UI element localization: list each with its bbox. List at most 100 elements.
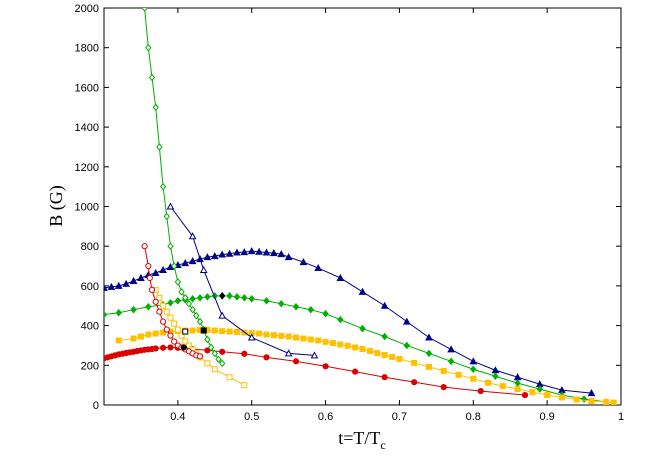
series xyxy=(141,243,204,360)
data-point xyxy=(203,253,212,261)
data-point xyxy=(558,394,565,401)
data-point xyxy=(159,265,167,274)
y-tick-label: 1400 xyxy=(75,122,99,134)
data-point xyxy=(278,332,285,339)
data-point xyxy=(492,372,499,380)
data-point xyxy=(277,250,286,258)
data-point xyxy=(171,262,178,270)
y-tick-label: 1200 xyxy=(75,162,99,174)
data-point xyxy=(174,326,181,333)
data-point xyxy=(359,346,366,353)
data-point xyxy=(256,330,263,337)
y-tick-label: 400 xyxy=(81,321,99,333)
data-point xyxy=(447,345,455,353)
data-point xyxy=(219,292,226,300)
data-point xyxy=(180,344,187,351)
data-point xyxy=(115,308,122,317)
data-point xyxy=(151,268,160,276)
data-point xyxy=(270,332,277,339)
x-tick-label: 1 xyxy=(618,411,624,423)
data-point xyxy=(284,253,293,261)
data-point xyxy=(174,278,182,286)
data-point xyxy=(337,315,344,324)
data-point xyxy=(233,328,240,335)
data-point xyxy=(241,350,248,357)
data-point xyxy=(163,326,170,333)
data-point xyxy=(225,249,234,257)
data-point xyxy=(130,335,137,342)
data-point xyxy=(167,344,174,351)
data-point xyxy=(156,143,163,151)
data-point xyxy=(218,250,227,258)
series-line xyxy=(104,250,592,394)
x-axis-title: t=T/Tc xyxy=(338,428,385,452)
data-point xyxy=(402,317,411,325)
data-point xyxy=(469,357,478,365)
data-point xyxy=(122,279,130,287)
data-point xyxy=(174,297,182,305)
x-tick-label: 0.5 xyxy=(244,411,259,423)
series xyxy=(141,8,226,368)
data-point xyxy=(167,298,174,307)
data-point xyxy=(284,349,293,357)
data-point xyxy=(145,331,152,338)
data-point xyxy=(285,333,292,340)
data-point xyxy=(163,212,170,221)
data-point xyxy=(314,263,323,272)
data-point xyxy=(307,305,314,314)
data-point xyxy=(485,379,492,386)
data-point xyxy=(148,286,156,293)
data-point xyxy=(167,242,174,250)
series xyxy=(200,327,207,334)
data-point xyxy=(196,353,204,360)
data-point xyxy=(204,360,211,367)
data-point xyxy=(145,302,152,311)
data-point xyxy=(240,248,249,256)
data-point xyxy=(233,293,241,301)
series-line xyxy=(144,8,223,364)
data-point xyxy=(374,349,381,356)
data-point xyxy=(336,273,345,281)
data-point xyxy=(299,258,308,266)
data-point xyxy=(255,247,263,255)
data-point xyxy=(366,348,373,355)
data-point xyxy=(447,357,455,366)
y-tick-label: 800 xyxy=(81,241,99,253)
y-tick-label: 200 xyxy=(81,360,99,372)
y-tick-label: 1800 xyxy=(75,43,99,55)
x-axis-ticks: 0.4 0.5 0.6 0.7 0.8 0.9 1 xyxy=(170,8,624,423)
data-point xyxy=(211,349,218,358)
data-point xyxy=(193,311,200,320)
y-tick-label: 1000 xyxy=(75,202,99,214)
data-point xyxy=(536,385,543,393)
data-point xyxy=(137,273,145,281)
data-point xyxy=(181,259,190,267)
data-point xyxy=(263,297,270,305)
data-point xyxy=(130,305,137,314)
data-point xyxy=(470,365,477,374)
data-point xyxy=(292,302,300,311)
data-point xyxy=(145,262,152,270)
data-point xyxy=(411,359,418,366)
data-point xyxy=(293,334,300,341)
data-point xyxy=(241,382,248,389)
data-point xyxy=(315,337,322,344)
data-point xyxy=(381,374,388,381)
data-point xyxy=(204,347,211,354)
data-point xyxy=(219,348,226,355)
data-point xyxy=(278,299,285,308)
data-point xyxy=(529,389,536,396)
data-point xyxy=(159,182,167,191)
data-point xyxy=(148,73,156,82)
series xyxy=(104,292,610,405)
data-point xyxy=(440,367,447,374)
series xyxy=(104,247,596,397)
data-point xyxy=(219,359,226,368)
data-point xyxy=(156,308,163,315)
y-axis-ticks: 0 200 400 600 800 1000 1200 1400 1600 1800 2000 xyxy=(75,3,621,412)
x-tick-label: 0.8 xyxy=(466,411,481,423)
data-point xyxy=(146,274,153,282)
data-point xyxy=(307,336,314,343)
data-point xyxy=(167,314,174,321)
